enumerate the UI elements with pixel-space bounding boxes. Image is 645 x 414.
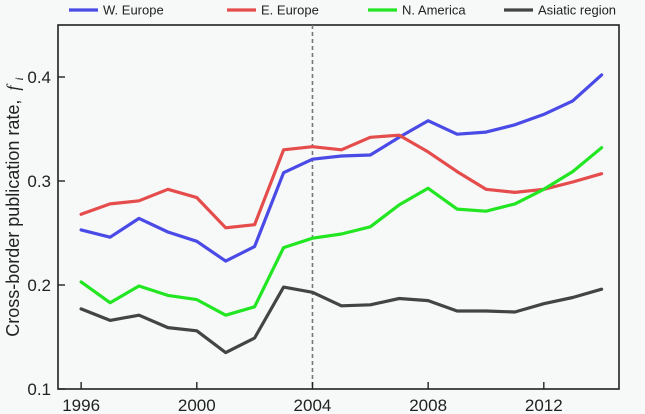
- series-line-e-europe: [79, 133, 604, 230]
- y-axis: 0.1 0.2 0.3 0.4: [27, 68, 65, 399]
- x-axis: 1996 2000 2004 2008 2012: [62, 382, 563, 414]
- y-axis-title: Cross-border publication rate, f i: [3, 77, 26, 337]
- x-tick-label: 1996: [62, 396, 100, 414]
- series-layer: [79, 73, 604, 355]
- y-axis-title-symbol: f: [3, 83, 23, 91]
- x-tick-label: 2008: [409, 396, 447, 414]
- series-line-w-europe: [79, 73, 604, 263]
- series-line-n-america: [79, 146, 604, 317]
- plot-frame: [57, 24, 620, 390]
- x-tick-label: 2012: [525, 396, 563, 414]
- legend-label: E. Europe: [261, 3, 319, 18]
- y-tick-label: 0.1: [27, 380, 51, 399]
- y-axis-title-text: Cross-border publication rate,: [3, 100, 23, 337]
- y-axis-title-subscript: i: [12, 77, 26, 80]
- y-tick-label: 0.2: [27, 276, 51, 295]
- legend-label: N. America: [402, 3, 466, 18]
- y-tick-label: 0.3: [27, 172, 51, 191]
- legend-label: Asiatic region: [538, 3, 616, 18]
- series-line-asiatic-region: [79, 285, 604, 355]
- x-tick-label: 2004: [294, 396, 332, 414]
- y-tick-label: 0.4: [27, 68, 51, 87]
- x-tick-label: 2000: [178, 396, 216, 414]
- legend-label: W. Europe: [103, 3, 164, 18]
- legend: W. Europe E. Europe N. America Asiatic regi…: [69, 3, 616, 18]
